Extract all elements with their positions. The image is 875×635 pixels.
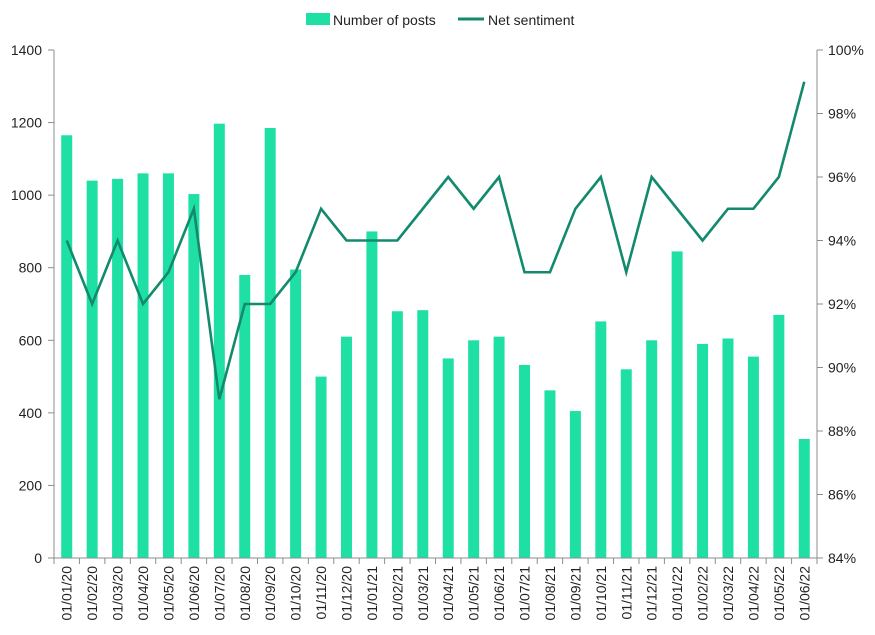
bar bbox=[188, 194, 200, 559]
left-tick-label: 200 bbox=[19, 477, 43, 493]
x-tick-label: 01/03/21 bbox=[415, 566, 431, 621]
x-tick-label: 01/08/20 bbox=[237, 566, 253, 621]
x-tick-label: 01/04/21 bbox=[440, 566, 456, 621]
right-tick-label: 84% bbox=[828, 550, 856, 566]
legend-swatch-posts bbox=[306, 13, 330, 25]
x-tick-label: 01/09/21 bbox=[567, 566, 583, 621]
x-tick-label: 01/10/20 bbox=[288, 566, 304, 621]
bar bbox=[340, 336, 352, 558]
right-tick-label: 92% bbox=[828, 296, 856, 312]
bar bbox=[595, 321, 607, 558]
bar bbox=[264, 128, 276, 558]
x-tick-label: 01/11/20 bbox=[313, 566, 329, 620]
left-tick-label: 1000 bbox=[11, 187, 42, 203]
x-tick-label: 01/12/21 bbox=[644, 566, 660, 621]
x-tick-label: 01/01/21 bbox=[364, 566, 380, 621]
legend-label-sentiment: Net sentiment bbox=[488, 12, 574, 28]
x-tick-label: 01/05/20 bbox=[160, 566, 176, 621]
bar bbox=[213, 123, 225, 558]
right-tick-label: 88% bbox=[828, 423, 856, 439]
bar bbox=[315, 376, 327, 558]
bar bbox=[417, 310, 429, 558]
x-tick-label: 01/03/20 bbox=[110, 566, 126, 621]
bar bbox=[646, 340, 658, 558]
x-tick-label: 01/03/22 bbox=[720, 566, 736, 621]
bar bbox=[162, 173, 174, 558]
bars-series-posts bbox=[61, 123, 810, 559]
bar bbox=[519, 364, 531, 558]
right-tick-label: 100% bbox=[828, 42, 864, 58]
x-tick-label: 01/06/21 bbox=[491, 566, 507, 621]
x-tick-label: 01/06/22 bbox=[796, 566, 812, 621]
bar bbox=[671, 251, 683, 558]
right-tick-label: 94% bbox=[828, 233, 856, 249]
bar bbox=[798, 438, 810, 558]
x-tick-label: 01/08/21 bbox=[542, 566, 558, 621]
bar bbox=[442, 358, 454, 558]
x-tick-label: 01/05/21 bbox=[466, 566, 482, 621]
bar bbox=[112, 178, 124, 558]
x-tick-label: 01/07/21 bbox=[517, 566, 533, 621]
x-tick-label: 01/10/21 bbox=[593, 566, 609, 621]
line-series-sentiment bbox=[65, 81, 806, 400]
x-tick-label: 01/09/20 bbox=[262, 566, 278, 621]
bar bbox=[86, 180, 98, 558]
x-tick-label: 01/12/20 bbox=[338, 566, 354, 621]
right-tick-label: 96% bbox=[828, 169, 856, 185]
bar bbox=[468, 340, 480, 558]
bar bbox=[290, 269, 302, 558]
bar bbox=[239, 274, 251, 558]
x-tick-label: 01/07/20 bbox=[211, 566, 227, 621]
right-tick-label: 98% bbox=[828, 106, 856, 122]
x-tick-label: 01/02/21 bbox=[389, 566, 405, 621]
left-tick-label: 1400 bbox=[11, 42, 42, 58]
bar bbox=[391, 311, 403, 558]
bar bbox=[697, 343, 709, 558]
bar bbox=[61, 135, 73, 558]
left-tick-label: 400 bbox=[19, 405, 43, 421]
bar bbox=[747, 356, 759, 558]
bar bbox=[544, 390, 556, 558]
bar bbox=[493, 336, 505, 558]
left-tick-label: 600 bbox=[19, 332, 43, 348]
x-tick-label: 01/11/21 bbox=[618, 566, 634, 620]
left-tick-label: 800 bbox=[19, 260, 43, 276]
sentiment-line bbox=[65, 81, 806, 400]
x-tick-label: 01/05/22 bbox=[771, 566, 787, 621]
x-tick-label: 01/02/22 bbox=[695, 566, 711, 621]
x-tick-label: 01/02/20 bbox=[84, 566, 100, 621]
x-tick-label: 01/01/22 bbox=[669, 566, 685, 621]
legend-label-posts: Number of posts bbox=[333, 12, 436, 28]
x-axis-ticks: 01/01/20 01/02/20 01/03/20 01/04/20 01/05/20… bbox=[53, 558, 818, 621]
right-axis-ticks: 84% 86% 88% 90% 92% 94% 96% 98% 100% bbox=[817, 42, 864, 566]
left-axis-ticks: 0 200 400 600 800 1000 1200 1400 bbox=[11, 42, 54, 566]
x-tick-label: 01/04/20 bbox=[135, 566, 151, 621]
legend: Number of posts Net sentiment bbox=[306, 12, 574, 28]
x-tick-label: 01/01/20 bbox=[59, 566, 75, 621]
left-tick-label: 0 bbox=[34, 550, 42, 566]
right-tick-label: 90% bbox=[828, 360, 856, 376]
bar bbox=[569, 411, 581, 558]
x-tick-label: 01/04/22 bbox=[745, 566, 761, 621]
bar bbox=[620, 369, 632, 558]
bar bbox=[137, 173, 149, 558]
bar bbox=[722, 338, 734, 558]
x-tick-label: 01/06/20 bbox=[186, 566, 202, 621]
left-tick-label: 1200 bbox=[11, 115, 42, 131]
right-tick-label: 86% bbox=[828, 487, 856, 503]
bar bbox=[773, 314, 785, 558]
bar bbox=[366, 231, 378, 558]
